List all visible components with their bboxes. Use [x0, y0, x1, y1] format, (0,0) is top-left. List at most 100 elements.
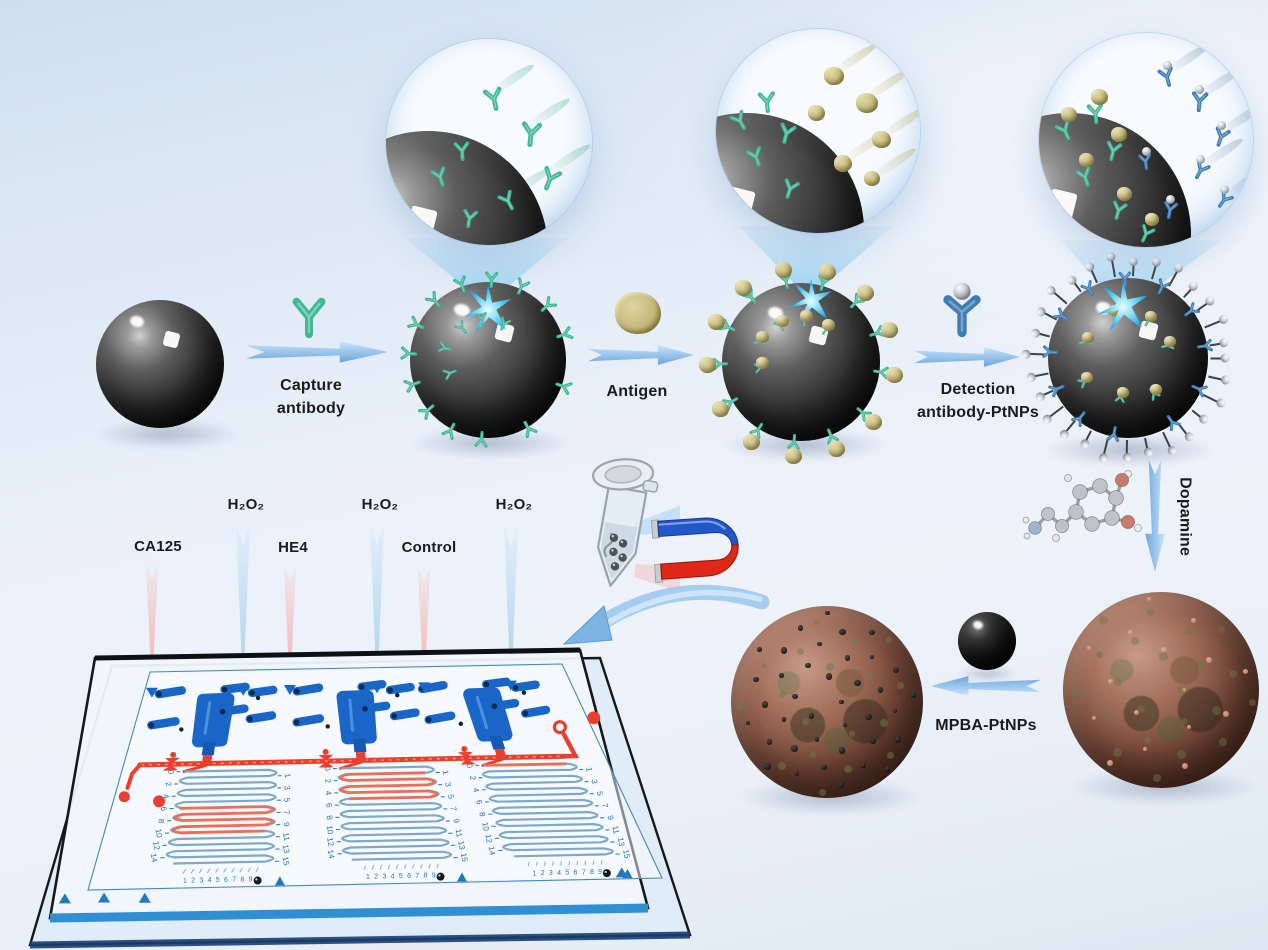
chip-graphic — [500, 316, 512, 331]
inlet-label-text: H₂O₂ — [495, 496, 533, 513]
chip-graphic — [476, 432, 486, 446]
copper-dot-icon — [1091, 715, 1096, 720]
serpentine-channel — [481, 762, 614, 858]
ptnp-ball-icon — [1025, 371, 1037, 383]
mpba-label-text: MPBA-PtNPs — [935, 717, 1037, 734]
valve-bar-port — [148, 722, 155, 729]
bottom-tick — [363, 865, 367, 870]
bead-highlight — [620, 554, 623, 558]
row-number-left: 14 — [326, 849, 337, 860]
nanocomposite-sphere-with-ptnps — [731, 606, 923, 798]
antigen-icon — [822, 318, 836, 331]
ptnp-dot-icon — [808, 713, 815, 719]
valve-bar-port — [249, 690, 255, 696]
chip-graphic — [419, 406, 433, 419]
ptnp-dot-icon — [766, 739, 773, 745]
chip-graphic — [484, 271, 499, 289]
bottom-number: 8 — [240, 877, 244, 884]
green-fleck — [810, 750, 817, 757]
inlet-triangle-marker — [371, 683, 384, 694]
detection-antibody-icon — [1138, 153, 1152, 171]
valve-highlight — [475, 696, 489, 730]
antigen-icon — [872, 131, 891, 149]
chip-graphic — [1106, 140, 1123, 161]
valve-stem-red — [494, 749, 508, 760]
chip-graphic — [476, 312, 488, 327]
bottom-tick — [436, 863, 439, 869]
valve-bar-port — [491, 703, 498, 710]
valve-bar — [424, 711, 456, 724]
row-number-right: 15 — [459, 852, 470, 863]
inlet-label-h2o2-3: H₂O₂ — [464, 494, 564, 516]
chip-graphic — [731, 112, 745, 128]
ptnp-dot-icon — [865, 713, 872, 721]
copper-dot-icon — [1087, 646, 1092, 651]
antigen-icon — [615, 292, 661, 334]
bottom-tick — [535, 861, 538, 867]
bottom-tick — [190, 868, 195, 874]
ptnp-dot-icon — [894, 736, 902, 743]
valve-bar — [490, 698, 520, 711]
detection-label-line2: antibody-PtNPs — [917, 404, 1039, 422]
detection-antibody-icon — [1118, 271, 1132, 288]
antigen-icon — [1145, 213, 1159, 226]
copper-dot-icon — [1107, 678, 1113, 684]
green-fleck — [1131, 636, 1140, 645]
row-number-left: 6 — [324, 802, 334, 808]
green-fleck — [1136, 704, 1145, 713]
copper-dot-icon — [1190, 618, 1196, 624]
bottom-tick — [198, 868, 203, 874]
dopamine-label: Dopamine — [1173, 471, 1196, 563]
row-number-left: 12 — [325, 837, 336, 848]
chip-graphic — [1159, 280, 1169, 293]
port-dot — [255, 695, 261, 701]
red-bowtie-valve — [165, 757, 180, 764]
bottom-tick — [420, 863, 423, 869]
valve-bar — [245, 711, 277, 724]
antigen-icon — [1117, 187, 1132, 201]
chip-graphic — [501, 318, 510, 330]
antibody-icon — [438, 340, 453, 352]
red-bowtie-valve — [318, 754, 334, 761]
antigen-icon — [1149, 383, 1162, 395]
ptnp-dot-icon — [884, 766, 891, 772]
valve-stem-blue — [201, 741, 216, 756]
valve-bar — [292, 714, 325, 727]
copper-dot-icon — [1187, 724, 1192, 729]
horseshoe-magnet-icon — [651, 517, 739, 583]
antibody-icon — [482, 86, 502, 111]
bottom-tick — [387, 864, 391, 870]
antibody-icon — [1106, 140, 1123, 161]
chip-graphic — [1050, 385, 1063, 395]
antigen-icon — [1144, 311, 1157, 323]
row-number-right: 3 — [589, 778, 599, 784]
dopamine-molecule-icon — [1022, 470, 1142, 542]
green-fleck — [1228, 670, 1237, 679]
inlet-label-control: Control — [379, 537, 479, 559]
detection-antibody-icon — [1191, 384, 1209, 397]
ptnp-dot-icon — [745, 720, 751, 725]
antibody-icon — [516, 277, 530, 295]
antibody-icon — [850, 292, 866, 309]
ptnp-ball-icon — [1128, 256, 1139, 267]
valve-bar — [385, 682, 415, 695]
bottom-tick — [206, 868, 211, 874]
green-fleck — [1112, 747, 1122, 757]
bottom-tick — [214, 868, 219, 874]
chip-graphic — [524, 422, 536, 437]
bottom-tick — [560, 861, 562, 866]
chip-graphic — [1077, 168, 1089, 185]
antigen-icon — [1116, 387, 1129, 399]
inlet-label-he4: HE4 — [243, 537, 343, 559]
valve-highlight — [203, 701, 212, 735]
magnet-shine — [658, 520, 726, 530]
antigen-icon — [808, 105, 825, 121]
bead-highlight — [612, 563, 616, 567]
step-arrow-antigen — [588, 345, 694, 365]
bottom-number: 1 — [183, 878, 187, 885]
chip-graphic — [1107, 425, 1120, 442]
chip-graphic — [409, 317, 423, 328]
antibody-icon — [430, 166, 446, 187]
antibody-icon — [463, 208, 479, 228]
chip-graphic — [497, 189, 514, 211]
